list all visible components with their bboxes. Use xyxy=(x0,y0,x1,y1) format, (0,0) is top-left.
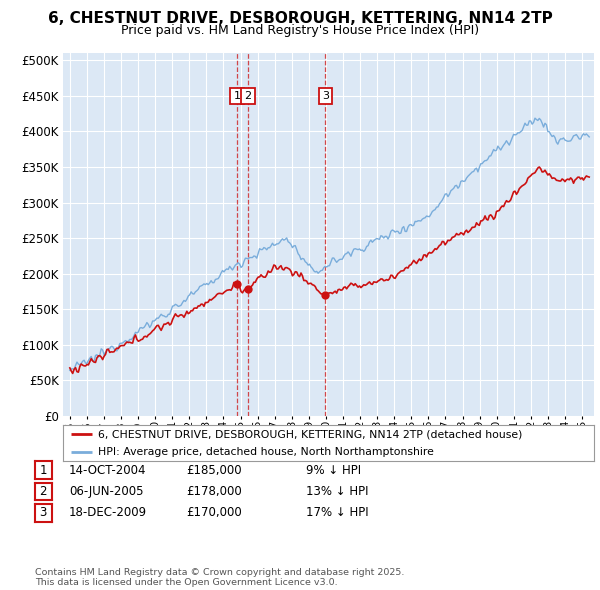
Text: 6, CHESTNUT DRIVE, DESBOROUGH, KETTERING, NN14 2TP: 6, CHESTNUT DRIVE, DESBOROUGH, KETTERING… xyxy=(47,11,553,25)
Text: Price paid vs. HM Land Registry's House Price Index (HPI): Price paid vs. HM Land Registry's House … xyxy=(121,24,479,37)
Text: 17% ↓ HPI: 17% ↓ HPI xyxy=(306,506,368,519)
Text: 3: 3 xyxy=(322,91,329,101)
Text: 2: 2 xyxy=(40,485,47,498)
Text: HPI: Average price, detached house, North Northamptonshire: HPI: Average price, detached house, Nort… xyxy=(98,447,433,457)
Text: 13% ↓ HPI: 13% ↓ HPI xyxy=(306,485,368,498)
Text: 1: 1 xyxy=(40,464,47,477)
Text: 3: 3 xyxy=(40,506,47,519)
Text: 2: 2 xyxy=(245,91,251,101)
Text: £185,000: £185,000 xyxy=(186,464,242,477)
Text: Contains HM Land Registry data © Crown copyright and database right 2025.
This d: Contains HM Land Registry data © Crown c… xyxy=(35,568,404,587)
Text: 6, CHESTNUT DRIVE, DESBOROUGH, KETTERING, NN14 2TP (detached house): 6, CHESTNUT DRIVE, DESBOROUGH, KETTERING… xyxy=(98,430,522,440)
Text: 18-DEC-2009: 18-DEC-2009 xyxy=(69,506,147,519)
Text: 1: 1 xyxy=(233,91,241,101)
Text: £170,000: £170,000 xyxy=(186,506,242,519)
Text: 14-OCT-2004: 14-OCT-2004 xyxy=(69,464,146,477)
Text: 06-JUN-2005: 06-JUN-2005 xyxy=(69,485,143,498)
Text: £178,000: £178,000 xyxy=(186,485,242,498)
Text: 9% ↓ HPI: 9% ↓ HPI xyxy=(306,464,361,477)
